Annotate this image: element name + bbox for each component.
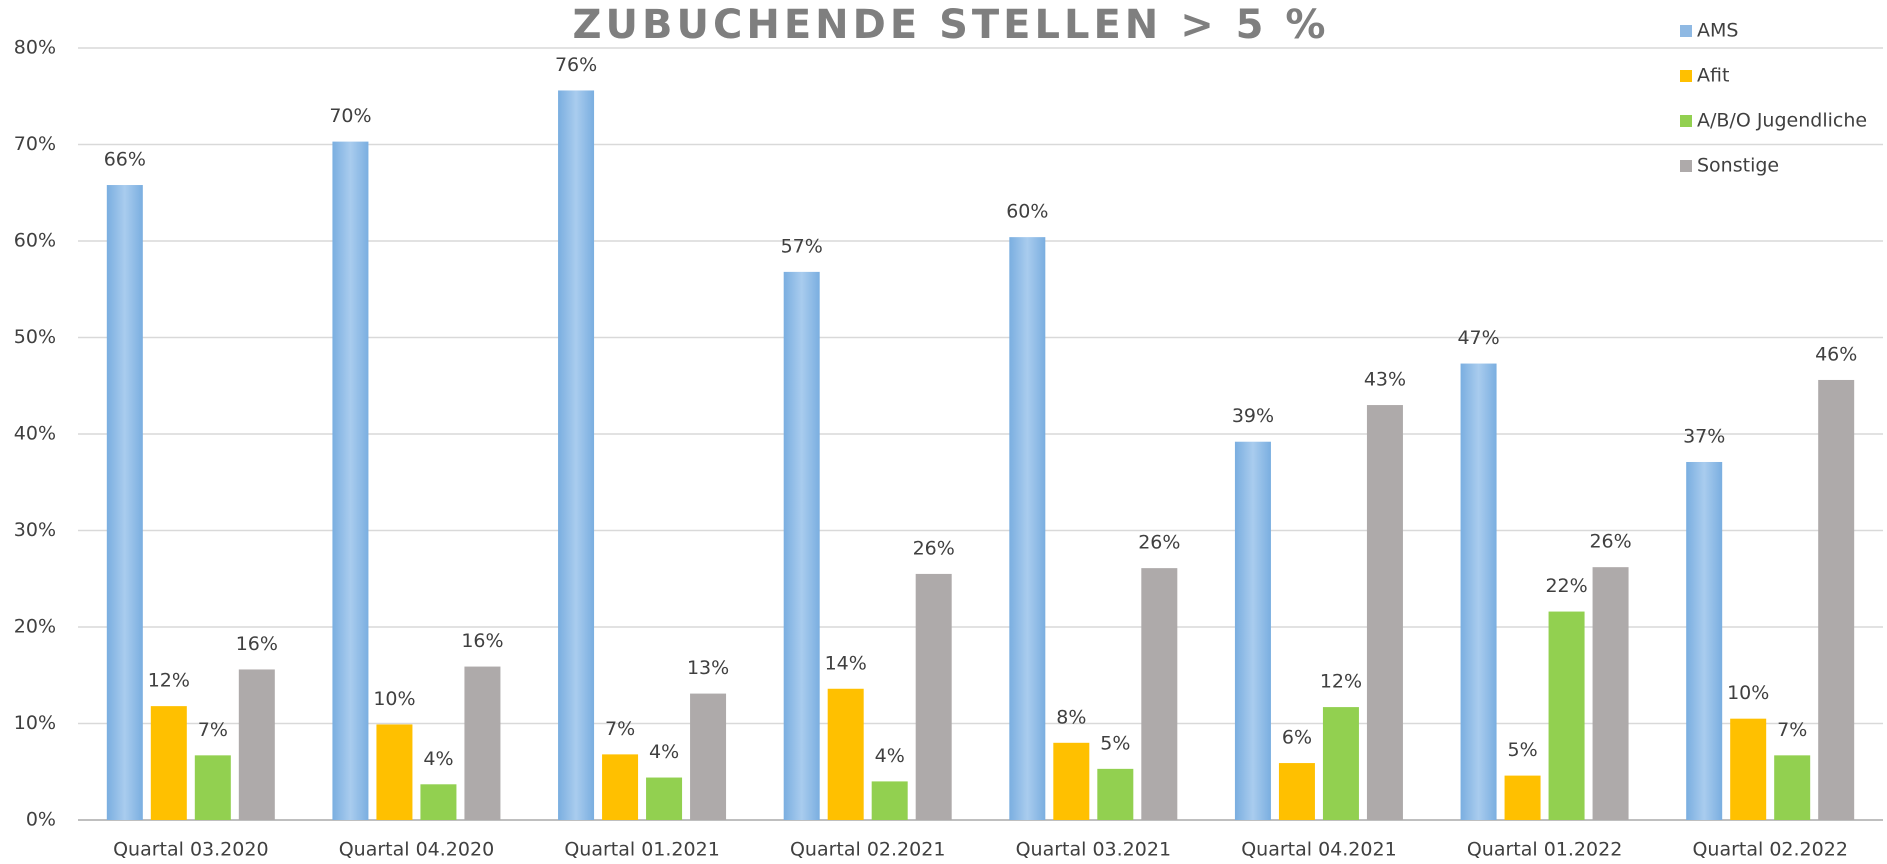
- y-tick-label: 80%: [14, 37, 56, 59]
- bar: [871, 781, 908, 820]
- bar: [1322, 707, 1359, 820]
- data-label: 66%: [104, 149, 146, 171]
- bar: [1460, 363, 1497, 820]
- bar: [1686, 461, 1723, 820]
- data-label: 5%: [1100, 732, 1130, 754]
- y-tick-label: 20%: [14, 616, 56, 638]
- data-label: 76%: [555, 54, 597, 76]
- data-label: 10%: [373, 688, 415, 710]
- legend-swatch: [1680, 115, 1692, 127]
- x-tick-label: Quartal 04.2020: [339, 839, 494, 861]
- data-label: 16%: [461, 630, 503, 652]
- bar: [194, 755, 231, 820]
- bar: [783, 271, 820, 820]
- data-label: 70%: [329, 105, 371, 127]
- y-tick-label: 10%: [14, 712, 56, 734]
- bar: [690, 693, 727, 820]
- data-label: 7%: [1777, 719, 1807, 741]
- data-label: 16%: [236, 633, 278, 655]
- bar: [238, 669, 275, 820]
- legend-label: AMS: [1697, 20, 1738, 42]
- data-label: 4%: [649, 741, 679, 763]
- data-label: 4%: [875, 745, 905, 767]
- data-label: 47%: [1457, 327, 1499, 349]
- bar: [106, 185, 143, 820]
- bar: [1366, 405, 1403, 820]
- legend-swatch: [1680, 70, 1692, 82]
- bar: [558, 90, 595, 820]
- x-tick-label: Quartal 04.2021: [1241, 839, 1396, 861]
- x-tick-label: Quartal 03.2020: [113, 839, 268, 861]
- data-label: 26%: [913, 537, 955, 559]
- data-label: 6%: [1282, 727, 1312, 749]
- data-label: 8%: [1056, 706, 1086, 728]
- data-label: 13%: [687, 657, 729, 679]
- bar: [332, 141, 369, 821]
- y-tick-label: 40%: [14, 423, 56, 445]
- bar: [1097, 768, 1134, 820]
- y-tick-label: 50%: [14, 326, 56, 348]
- data-label: 7%: [605, 718, 635, 740]
- bar: [1141, 568, 1178, 820]
- bar: [1774, 755, 1811, 820]
- y-tick-label: 30%: [14, 519, 56, 541]
- bar: [1818, 379, 1855, 820]
- data-label: 22%: [1545, 575, 1587, 597]
- data-label: 60%: [1006, 201, 1048, 223]
- x-tick-label: Quartal 01.2021: [564, 839, 719, 861]
- data-label: 43%: [1364, 369, 1406, 391]
- y-tick-label: 70%: [14, 133, 56, 155]
- data-label: 5%: [1507, 739, 1537, 761]
- data-label: 14%: [825, 652, 867, 674]
- bar: [1009, 237, 1046, 820]
- bar: [1278, 763, 1315, 820]
- bar: [1504, 775, 1541, 820]
- y-tick-label: 60%: [14, 230, 56, 252]
- bar: [827, 688, 864, 820]
- data-label: 26%: [1138, 532, 1180, 554]
- data-label: 12%: [1320, 671, 1362, 693]
- data-label: 12%: [148, 670, 190, 692]
- data-label: 10%: [1727, 682, 1769, 704]
- data-label: 7%: [198, 719, 228, 741]
- legend-label: Sonstige: [1697, 155, 1779, 177]
- bar: [646, 777, 683, 820]
- x-tick-label: Quartal 02.2021: [790, 839, 945, 861]
- data-label: 26%: [1589, 531, 1631, 553]
- bar: [376, 724, 413, 820]
- legend-label: A/B/O Jugendliche: [1697, 110, 1867, 132]
- bar: [150, 706, 187, 820]
- legend-swatch: [1680, 25, 1692, 37]
- bar: [1592, 567, 1629, 820]
- bar: [1730, 718, 1767, 820]
- bar: [1053, 742, 1090, 820]
- legend-label: Afit: [1697, 65, 1729, 87]
- data-label: 37%: [1683, 425, 1725, 447]
- bar: [464, 666, 501, 820]
- bar: [1234, 441, 1271, 820]
- x-tick-label: Quartal 03.2021: [1016, 839, 1171, 861]
- x-tick-label: Quartal 01.2022: [1467, 839, 1622, 861]
- data-label: 4%: [423, 748, 453, 770]
- bar: [420, 784, 457, 820]
- x-tick-label: Quartal 02.2022: [1692, 839, 1847, 861]
- chart-title: ZUBUCHENDE STELLEN > 5 %: [573, 2, 1330, 48]
- data-label: 46%: [1815, 343, 1857, 365]
- data-label: 57%: [781, 235, 823, 257]
- bar: [1548, 611, 1585, 820]
- bar: [915, 573, 952, 820]
- legend-swatch: [1680, 160, 1692, 172]
- bar: [602, 754, 639, 820]
- y-tick-label: 0%: [26, 809, 56, 831]
- data-label: 39%: [1232, 405, 1274, 427]
